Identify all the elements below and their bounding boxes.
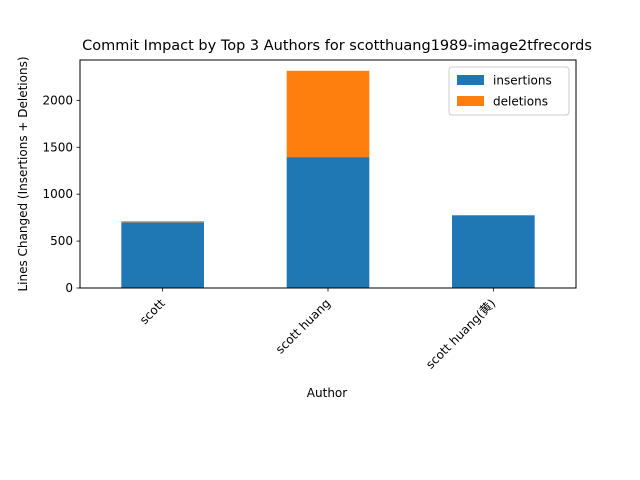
x-tick-label-2: scott huang(黄)	[423, 296, 498, 371]
bar-insertions-2	[452, 215, 535, 288]
bar-deletions-0	[121, 221, 204, 223]
y-tick-label-0: 0	[65, 281, 73, 295]
legend-label-insertions: insertions	[493, 74, 552, 88]
y-tick-label-1: 500	[50, 234, 73, 248]
bar-insertions-0	[121, 222, 204, 288]
legend-label-deletions: deletions	[493, 95, 548, 109]
chart-title: Commit Impact by Top 3 Authors for scott…	[82, 38, 592, 54]
x-tick-label-1: scott huang	[273, 296, 333, 356]
bar-insertions-1	[286, 157, 370, 288]
y-tick-label-3: 1500	[42, 140, 73, 154]
legend: insertions deletions	[448, 66, 570, 116]
y-axis: 0 500 1000 1500 2000	[42, 93, 80, 295]
legend-swatch-insertions	[457, 75, 484, 85]
x-axis-label: Author	[307, 386, 347, 400]
legend-swatch-deletions	[457, 96, 484, 106]
x-tick-label-0: scott	[137, 296, 168, 327]
x-axis: scott scott huang scott huang(黄)	[137, 288, 498, 372]
y-tick-label-2: 1000	[42, 187, 73, 201]
y-tick-label-4: 2000	[42, 93, 73, 107]
bar-deletions-1	[286, 70, 370, 158]
bars-layer	[121, 70, 535, 288]
y-axis-label: Lines Changed (Insertions + Deletions)	[16, 56, 30, 291]
plot-frame	[79, 59, 577, 289]
